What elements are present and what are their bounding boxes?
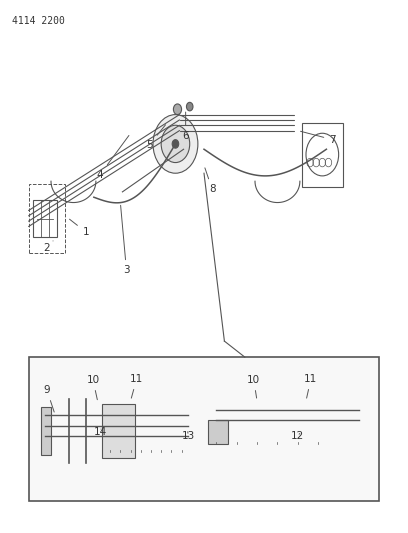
Text: 8: 8 <box>205 168 215 194</box>
Bar <box>41 407 51 455</box>
Text: 12: 12 <box>290 431 304 441</box>
Circle shape <box>173 104 182 115</box>
Text: 14: 14 <box>93 427 106 437</box>
Text: 5: 5 <box>146 125 166 150</box>
Text: 4114 2200: 4114 2200 <box>12 16 65 26</box>
Bar <box>33 200 57 237</box>
Text: 3: 3 <box>121 205 130 275</box>
Text: 7: 7 <box>301 131 336 144</box>
Text: 2: 2 <box>44 241 53 253</box>
Text: 10: 10 <box>247 375 260 398</box>
Text: 4: 4 <box>97 135 129 180</box>
Text: 6: 6 <box>182 112 189 141</box>
Circle shape <box>153 115 198 173</box>
Circle shape <box>172 140 179 148</box>
Text: 11: 11 <box>130 374 143 398</box>
Circle shape <box>161 125 190 163</box>
Text: 1: 1 <box>69 219 89 237</box>
Text: 9: 9 <box>44 385 54 412</box>
Bar <box>29 184 65 253</box>
Circle shape <box>186 102 193 111</box>
Text: 10: 10 <box>86 375 100 400</box>
Bar <box>302 123 343 187</box>
Bar <box>102 404 135 457</box>
Bar <box>208 421 228 445</box>
Text: 13: 13 <box>182 431 195 441</box>
Text: 11: 11 <box>304 374 317 398</box>
FancyBboxPatch shape <box>29 357 379 501</box>
